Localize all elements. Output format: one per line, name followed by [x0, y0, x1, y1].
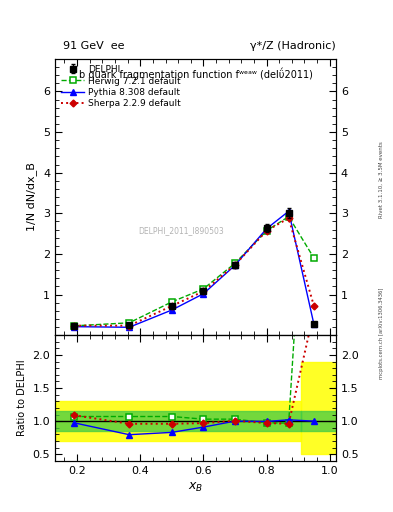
- Line: Herwig 7.2.1 default: Herwig 7.2.1 default: [71, 214, 317, 329]
- Pythia 8.308 default: [72, 324, 76, 330]
- Y-axis label: Ratio to DELPHI: Ratio to DELPHI: [17, 360, 27, 436]
- Herwig 7.2.1 default: [72, 323, 76, 329]
- Herwig 7.2.1 default: [201, 286, 206, 292]
- Pythia 8.308 default: [312, 321, 316, 327]
- Text: b quark fragmentation function fʷᵉᵃʷ (delΰ2011): b quark fragmentation function fʷᵉᵃʷ (de…: [79, 67, 312, 80]
- Sherpa 2.2.9 default: [264, 228, 269, 234]
- Text: DELPHI_2011_I890503: DELPHI_2011_I890503: [139, 226, 224, 234]
- Sherpa 2.2.9 default: [201, 288, 206, 294]
- Sherpa 2.2.9 default: [72, 323, 76, 329]
- Sherpa 2.2.9 default: [169, 303, 174, 309]
- Herwig 7.2.1 default: [127, 319, 132, 326]
- Pythia 8.308 default: [286, 208, 291, 215]
- Herwig 7.2.1 default: [264, 228, 269, 234]
- Y-axis label: 1/N dN/dx_B: 1/N dN/dx_B: [27, 163, 37, 231]
- Pythia 8.308 default: [201, 291, 206, 297]
- Herwig 7.2.1 default: [169, 299, 174, 305]
- Pythia 8.308 default: [264, 226, 269, 232]
- Text: mcplots.cern.ch [arXiv:1306.3436]: mcplots.cern.ch [arXiv:1306.3436]: [379, 287, 384, 378]
- Sherpa 2.2.9 default: [233, 262, 237, 268]
- Pythia 8.308 default: [233, 262, 237, 268]
- Sherpa 2.2.9 default: [286, 215, 291, 221]
- Legend: DELPHI, Herwig 7.2.1 default, Pythia 8.308 default, Sherpa 2.2.9 default: DELPHI, Herwig 7.2.1 default, Pythia 8.3…: [59, 63, 183, 110]
- Pythia 8.308 default: [127, 324, 132, 330]
- Herwig 7.2.1 default: [286, 214, 291, 220]
- Herwig 7.2.1 default: [312, 255, 316, 261]
- Line: Sherpa 2.2.9 default: Sherpa 2.2.9 default: [72, 216, 316, 328]
- Line: Pythia 8.308 default: Pythia 8.308 default: [70, 208, 318, 331]
- Text: Rivet 3.1.10, ≥ 3.5M events: Rivet 3.1.10, ≥ 3.5M events: [379, 141, 384, 218]
- Pythia 8.308 default: [169, 307, 174, 313]
- Sherpa 2.2.9 default: [312, 303, 316, 309]
- Sherpa 2.2.9 default: [127, 323, 132, 329]
- X-axis label: $x_B$: $x_B$: [188, 481, 203, 494]
- Text: 91 GeV  ee: 91 GeV ee: [63, 41, 124, 51]
- Text: γ*/Z (Hadronic): γ*/Z (Hadronic): [250, 41, 336, 51]
- Herwig 7.2.1 default: [233, 260, 237, 266]
